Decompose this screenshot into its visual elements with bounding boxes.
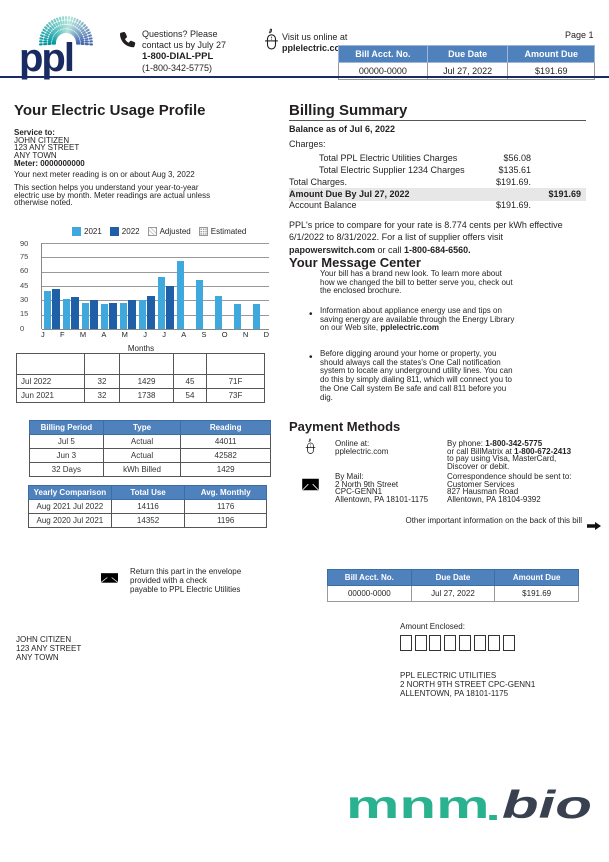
- svg-text:ppl: ppl: [19, 36, 73, 80]
